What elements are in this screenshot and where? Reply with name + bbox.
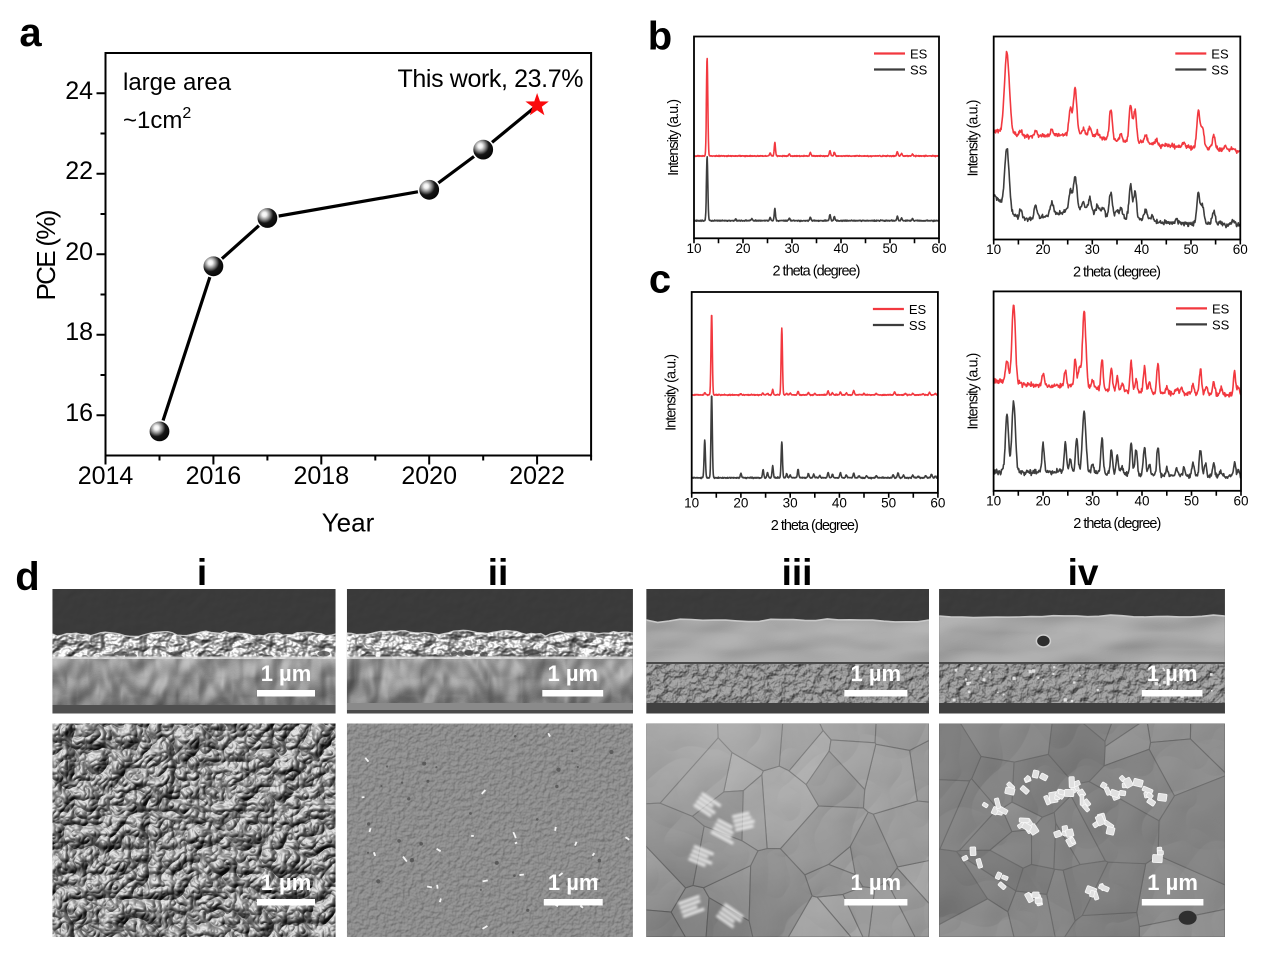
svg-text:20: 20 — [733, 495, 748, 510]
svg-text:d: d — [15, 555, 39, 599]
svg-text:20: 20 — [1035, 242, 1050, 257]
svg-text:1 µm: 1 µm — [261, 661, 312, 686]
svg-text:Intensity (a.u.): Intensity (a.u.) — [664, 354, 680, 431]
svg-text:10: 10 — [686, 241, 701, 256]
svg-text:a: a — [19, 11, 42, 55]
svg-text:ES: ES — [909, 302, 927, 317]
svg-text:1 µm: 1 µm — [548, 661, 599, 686]
svg-text:60: 60 — [930, 495, 945, 510]
svg-text:SS: SS — [1212, 317, 1230, 332]
svg-text:20: 20 — [65, 238, 93, 266]
svg-text:40: 40 — [1134, 242, 1149, 257]
svg-text:1 µm: 1 µm — [1147, 870, 1198, 895]
svg-text:1 µm: 1 µm — [851, 661, 902, 686]
svg-text:60: 60 — [931, 241, 946, 256]
svg-text:Year: Year — [322, 508, 375, 538]
svg-text:ES: ES — [1211, 47, 1229, 62]
svg-text:40: 40 — [832, 495, 847, 510]
svg-text:c: c — [649, 258, 671, 302]
svg-text:2 theta (degree): 2 theta (degree) — [771, 518, 859, 534]
svg-text:iii: iii — [782, 552, 813, 593]
svg-text:60: 60 — [1233, 493, 1248, 508]
svg-text:1 µm: 1 µm — [261, 870, 312, 895]
svg-text:50: 50 — [882, 241, 897, 256]
svg-text:30: 30 — [1085, 493, 1100, 508]
svg-text:~1cm2: ~1cm2 — [123, 105, 191, 134]
svg-text:22: 22 — [65, 157, 93, 185]
svg-text:This work, 23.7%: This work, 23.7% — [398, 65, 584, 93]
svg-text:Intensity (a.u.): Intensity (a.u.) — [966, 353, 982, 430]
svg-text:10: 10 — [986, 493, 1001, 508]
svg-text:16: 16 — [65, 399, 93, 427]
svg-text:ES: ES — [1212, 301, 1230, 316]
svg-text:20: 20 — [735, 241, 750, 256]
svg-text:2020: 2020 — [401, 462, 457, 490]
svg-text:2018: 2018 — [293, 462, 349, 490]
svg-text:2014: 2014 — [78, 462, 134, 490]
svg-text:iv: iv — [1068, 552, 1099, 593]
svg-text:60: 60 — [1233, 242, 1248, 257]
svg-text:10: 10 — [986, 242, 1001, 257]
svg-text:b: b — [648, 15, 672, 59]
svg-text:SS: SS — [1211, 63, 1229, 78]
svg-text:50: 50 — [1184, 493, 1199, 508]
svg-text:30: 30 — [784, 241, 799, 256]
svg-text:2 theta (degree): 2 theta (degree) — [1073, 516, 1161, 532]
svg-text:2022: 2022 — [509, 462, 565, 490]
svg-text:50: 50 — [1183, 242, 1198, 257]
svg-text:large area: large area — [123, 69, 232, 96]
svg-text:Intensity (a.u.): Intensity (a.u.) — [666, 99, 682, 176]
svg-text:ii: ii — [488, 552, 509, 593]
svg-text:24: 24 — [65, 77, 93, 105]
svg-text:2 theta (degree): 2 theta (degree) — [773, 264, 861, 280]
svg-text:30: 30 — [783, 495, 798, 510]
svg-text:1 µm: 1 µm — [1147, 661, 1198, 686]
svg-text:Intensity (a.u.): Intensity (a.u.) — [966, 100, 982, 177]
svg-text:PCE (%): PCE (%) — [31, 210, 61, 301]
svg-text:40: 40 — [1134, 493, 1149, 508]
svg-text:SS: SS — [909, 318, 927, 333]
svg-text:2016: 2016 — [186, 462, 242, 490]
svg-text:10: 10 — [684, 495, 699, 510]
svg-text:1 µm: 1 µm — [548, 870, 599, 895]
svg-text:ES: ES — [910, 47, 928, 62]
svg-text:20: 20 — [1036, 493, 1051, 508]
svg-text:SS: SS — [910, 63, 928, 78]
svg-text:2 theta (degree): 2 theta (degree) — [1073, 265, 1161, 281]
svg-text:1 µm: 1 µm — [851, 870, 902, 895]
svg-text:40: 40 — [833, 241, 848, 256]
svg-text:50: 50 — [881, 495, 896, 510]
svg-text:30: 30 — [1085, 242, 1100, 257]
svg-text:18: 18 — [65, 318, 93, 346]
svg-text:i: i — [197, 552, 207, 593]
